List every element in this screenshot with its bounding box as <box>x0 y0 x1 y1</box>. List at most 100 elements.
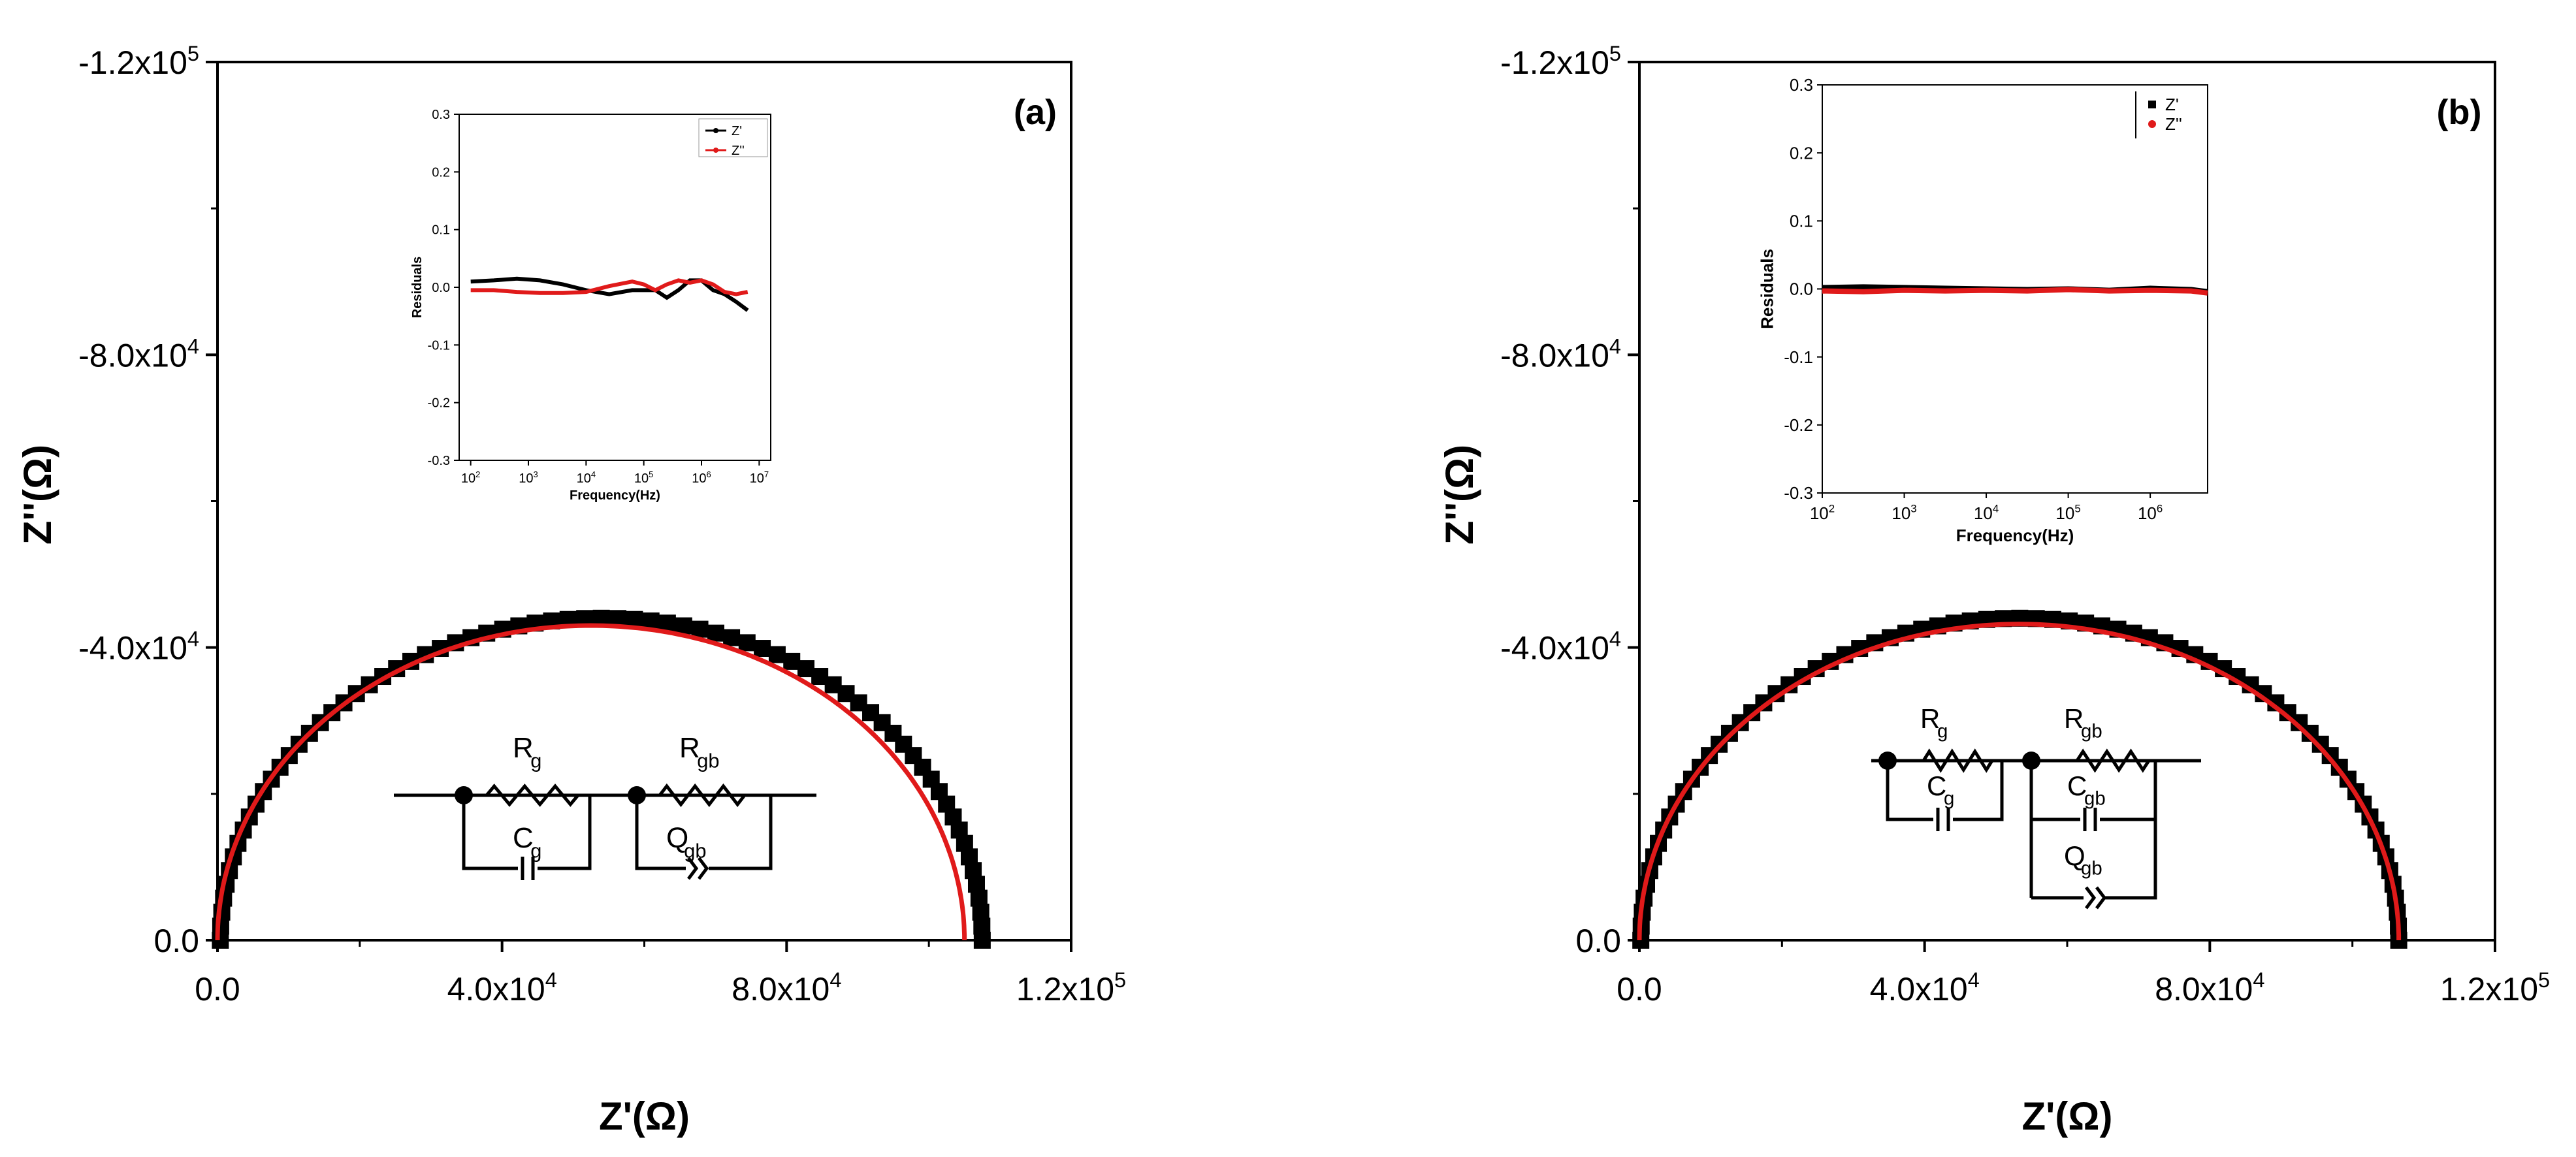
data-marker <box>675 617 692 635</box>
inset-y-axis-title: Residuals <box>1758 249 1777 329</box>
label-rg-main: R <box>513 732 534 764</box>
circuit-wire <box>2031 819 2157 900</box>
legend-marker <box>2148 120 2156 128</box>
cpe-qgb <box>2085 886 2097 910</box>
inset-y-tick-label: 0.1 <box>432 223 450 238</box>
inset-x-tick-label: 103 <box>519 469 538 486</box>
fit-line <box>1637 622 2402 941</box>
label-cgb-main: C <box>2067 770 2087 801</box>
inset-y-tick-label: 0.0 <box>432 281 450 295</box>
data-marker <box>754 640 771 658</box>
panel-label: (a) <box>1014 93 1057 132</box>
inset-legend-label: Z'' <box>2165 114 2182 134</box>
inset-x-tick-label: 107 <box>750 469 769 486</box>
inset-y-tick-label: 0.0 <box>1790 279 1813 299</box>
label-rg-subscript: g <box>1937 721 1948 742</box>
data-marker <box>691 620 709 638</box>
y-axis-title: Z''(Ω) <box>16 445 59 545</box>
inset-y-tick-label: 0.3 <box>1790 75 1813 95</box>
x-tick-label: 0.0 <box>1617 971 1662 1007</box>
label-rgb-main: R <box>679 732 700 764</box>
legend-marker <box>713 128 718 133</box>
x-tick-label: 1.2x105 <box>1016 968 1126 1007</box>
inset-frame <box>459 114 771 461</box>
y-tick-label: 0.0 <box>1575 923 1621 959</box>
label-cg-main: C <box>1927 770 1946 801</box>
cpe-qgb <box>698 857 709 880</box>
x-tick-label: 4.0x104 <box>447 968 557 1007</box>
label-rgb-subscript: gb <box>2081 721 2102 742</box>
label-qgb-main: Q <box>666 822 688 854</box>
circuit-wire <box>635 795 773 870</box>
label-qgb-subscript: gb <box>684 839 706 862</box>
x-tick-label: 8.0x104 <box>2155 968 2264 1007</box>
data-marker <box>658 614 676 632</box>
circuit-wire <box>462 795 592 870</box>
data-marker <box>783 652 801 670</box>
inset-y-axis-title: Residuals <box>410 257 425 318</box>
panel-label: (b) <box>2437 93 2482 132</box>
label-qgb-main: Q <box>2064 840 2085 871</box>
inset-y-tick-label: -0.3 <box>428 454 450 468</box>
label-rg-subscript: g <box>530 749 541 772</box>
inset-y-tick-label: 0.2 <box>432 165 450 180</box>
inset-legend-label: Z' <box>2165 95 2179 114</box>
inset-x-axis-title: Frequency(Hz) <box>1956 526 2074 545</box>
label-qgb-subscript: gb <box>2081 858 2102 880</box>
y-axis-title: Z''(Ω) <box>1438 445 1481 545</box>
circuit-node <box>628 786 646 804</box>
data-marker <box>738 634 756 652</box>
y-tick-label: -4.0x104 <box>1500 627 1621 667</box>
cpe-qgb <box>2095 886 2107 910</box>
inset-x-tick-label: 105 <box>634 469 653 486</box>
inset-legend-label: Z'' <box>732 144 745 158</box>
inset-y-tick-label: 0.2 <box>1790 143 1813 163</box>
circuit-node <box>455 786 473 804</box>
resistor-rgb <box>658 783 746 808</box>
circuit-wire <box>1886 761 2004 821</box>
y-tick-label: -8.0x104 <box>78 334 199 373</box>
inset-residual-line <box>470 278 749 296</box>
equivalent-circuit <box>1871 748 2201 910</box>
inset-x-axis-title: Frequency(Hz) <box>570 488 660 503</box>
y-tick-label: -8.0x104 <box>1500 334 1621 373</box>
x-axis-title: Z'(Ω) <box>599 1094 690 1138</box>
inset-y-tick-label: -0.1 <box>428 338 450 353</box>
data-marker <box>707 624 724 642</box>
y-tick-label: -1.2x105 <box>1500 42 1621 81</box>
inset-x-tick-label: 106 <box>692 469 711 486</box>
x-tick-label: 1.2x105 <box>2440 968 2550 1007</box>
y-tick-label: -1.2x105 <box>78 42 199 81</box>
label-cg-subscript: g <box>1944 788 1954 810</box>
inset-y-tick-label: -0.3 <box>1784 483 1813 503</box>
legend-marker <box>713 148 718 153</box>
inset-y-tick-label: 0.3 <box>432 108 450 122</box>
x-tick-label: 8.0x104 <box>732 968 841 1007</box>
circuit-node <box>1878 752 1897 770</box>
label-cgb-subscript: gb <box>2084 788 2106 810</box>
inset-y-tick-label: -0.2 <box>428 396 450 411</box>
data-marker <box>723 629 741 646</box>
y-tick-label: 0.0 <box>153 923 199 959</box>
equivalent-circuit <box>394 783 816 880</box>
y-tick-label: -4.0x104 <box>78 627 199 667</box>
inset-y-tick-label: 0.1 <box>1790 211 1813 230</box>
resistor-rgb <box>2075 748 2151 773</box>
resistor-rg <box>1922 748 1994 773</box>
inset-x-tick-label: 103 <box>1892 503 1916 523</box>
inset-y-tick-label: -0.2 <box>1784 415 1813 435</box>
x-tick-label: 0.0 <box>195 971 240 1007</box>
inset-x-tick-label: 104 <box>1974 503 1999 523</box>
cpe-qgb <box>687 857 699 880</box>
data-marker <box>768 646 786 663</box>
label-rgb-subscript: gb <box>697 749 719 772</box>
x-axis-title: Z'(Ω) <box>2022 1094 2113 1138</box>
inset-x-tick-label: 106 <box>2138 503 2163 523</box>
inset-y-tick-label: -0.1 <box>1784 347 1813 367</box>
label-cg-subscript: g <box>530 839 541 862</box>
circuit-node <box>2022 752 2040 770</box>
label-rg-main: R <box>1920 703 1940 734</box>
inset-x-tick-label: 102 <box>461 469 480 486</box>
resistor-rg <box>485 784 579 807</box>
